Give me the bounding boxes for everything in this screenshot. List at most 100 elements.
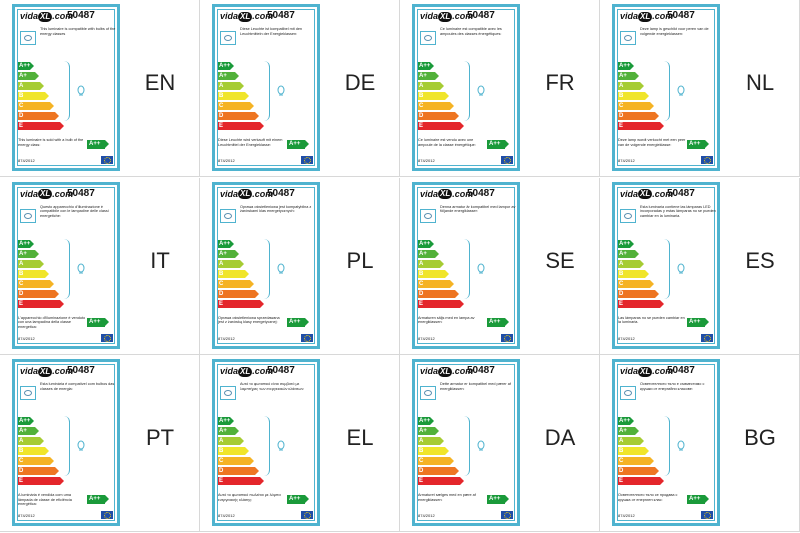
energy-class-bar: D <box>18 112 59 120</box>
vidaxl-logo: vida XL .com <box>20 11 74 22</box>
compatibility-text: Ce luminaire est compatible avec les amp… <box>440 27 502 36</box>
energy-class-bar: C <box>218 102 254 110</box>
energy-class-bar: B <box>418 269 449 278</box>
product-code: 50487 <box>467 187 495 199</box>
regulation-number: 874/2012 <box>218 513 235 518</box>
bulb-icon <box>620 386 636 400</box>
energy-class-bar: E <box>418 477 464 485</box>
compatibility-text: Diese Leuchte ist kompatibel mit den Leu… <box>240 27 303 36</box>
energy-class-bar: C <box>418 102 454 110</box>
energy-class-bar: A++ <box>18 417 34 425</box>
eu-flag-icon <box>101 333 113 342</box>
product-code: 50487 <box>667 365 695 376</box>
energy-class-bar: A+ <box>18 427 39 435</box>
sold-with-text: Las lámparas no se pueden cambiar en la … <box>618 315 685 325</box>
energy-class-bar: E <box>218 122 264 130</box>
energy-class-bar: B <box>618 447 649 455</box>
product-code: 50487 <box>467 365 495 376</box>
regulation-number: 874/2012 <box>218 335 235 341</box>
vidaxl-logo: vida XL .com <box>220 366 274 377</box>
vidaxl-logo: vida XL .com <box>420 11 474 22</box>
energy-class-bar: E <box>18 299 64 308</box>
energy-label: vida XL .com 50487 Осветителното тяло е съ… <box>612 359 720 526</box>
label-cell: vida XL .com 50487 Ce luminaire est compat… <box>400 0 600 177</box>
compatibility-text: Deze lamp is geschikt voor peren van de … <box>640 27 709 36</box>
energy-class-bar: C <box>18 457 54 465</box>
eu-flag-icon <box>101 156 113 164</box>
energy-class-bar: E <box>218 477 264 485</box>
energy-label: vida XL .com 50487 Oprawa oświetleniowa je… <box>212 181 320 349</box>
regulation-number: 874/2012 <box>618 513 635 518</box>
vidaxl-logo: vida XL .com <box>620 366 674 377</box>
label-frame <box>617 186 715 344</box>
energy-class-bar: C <box>418 279 454 288</box>
energy-class-bar: A+ <box>218 427 239 435</box>
lamp-icon <box>77 263 85 273</box>
energy-label: vida XL .com 50487 Questo apparecchio d'il… <box>12 181 120 349</box>
language-code: ES <box>745 247 775 273</box>
energy-class-bar: D <box>218 289 259 298</box>
regulation-number: 874/2012 <box>418 513 435 518</box>
energy-class-bar: C <box>618 457 654 465</box>
energy-label: vida XL .com 50487 Dette armatur er kompat… <box>412 359 520 526</box>
included-bulb-rating: A++ <box>287 317 309 327</box>
vidaxl-logo: vida XL .com <box>220 11 274 22</box>
energy-class-bar: A <box>418 259 444 268</box>
compatibility-text: This luminaire is compatible with bulbs … <box>40 27 116 36</box>
eu-flag-icon <box>101 511 113 519</box>
energy-class-bar: E <box>418 299 464 308</box>
energy-scale: A++ A+ A B C D E <box>218 417 268 487</box>
lamp-icon <box>277 263 285 273</box>
energy-class-bar: D <box>418 112 459 120</box>
vidaxl-logo: vida XL .com <box>220 188 274 200</box>
energy-scale: A++ A+ A B C D E <box>618 62 668 132</box>
label-cell: vida XL .com 50487 Dette armatur er kompat… <box>400 355 600 532</box>
regulation-number: 874/2012 <box>18 513 35 518</box>
sold-with-text: L'apparecchio d'illuminazione è venduto … <box>18 315 86 329</box>
language-code: PL <box>346 247 374 273</box>
energy-label: vida XL .com 50487 Diese Leuchte ist kompa… <box>212 4 320 171</box>
vidaxl-logo: vida XL .com <box>620 188 674 200</box>
energy-class-bar: D <box>218 467 259 475</box>
sold-with-text: Deze lamp wordt verkocht met een peer va… <box>618 138 686 147</box>
eu-flag-icon <box>701 333 713 342</box>
bulb-icon <box>20 386 36 400</box>
included-bulb-rating: A++ <box>687 495 709 504</box>
product-code: 50487 <box>467 10 495 21</box>
label-cell: vida XL .com 50487 Diese Leuchte ist kompa… <box>200 0 400 177</box>
energy-class-bar: B <box>618 269 649 278</box>
product-code: 50487 <box>267 365 295 376</box>
product-code: 50487 <box>67 187 95 199</box>
label-frame <box>217 364 315 521</box>
label-cell: vida XL .com 50487 Αυτό το φωτιστικό είναι… <box>200 355 400 532</box>
bulb-icon <box>220 31 236 45</box>
energy-label: vida XL .com 50487 Ce luminaire est compat… <box>412 4 520 171</box>
energy-class-bar: E <box>218 299 264 308</box>
energy-scale: A++ A+ A B C D E <box>18 62 68 132</box>
bulb-icon <box>220 386 236 400</box>
label-frame <box>217 186 315 344</box>
energy-class-bar: A++ <box>618 239 634 248</box>
energy-class-bar: A <box>418 437 444 445</box>
bulb-icon <box>20 208 36 223</box>
energy-class-bar: B <box>218 92 249 100</box>
range-brace <box>661 416 670 476</box>
compatibility-text: Oprawa oświetleniowa jest kompatybilna z… <box>240 204 312 214</box>
energy-class-bar: A+ <box>18 249 39 258</box>
energy-scale: A++ A+ A B C D E <box>18 239 68 310</box>
label-cell: vida XL .com 50487 Oprawa oświetleniowa je… <box>200 177 400 355</box>
energy-class-bar: C <box>18 279 54 288</box>
energy-class-bar: A++ <box>418 62 434 70</box>
bulb-icon <box>420 208 436 223</box>
energy-class-bar: A+ <box>418 427 439 435</box>
label-frame <box>17 186 115 344</box>
sold-with-text: Осветителното тяло се продава с крушка о… <box>618 493 678 502</box>
bulb-icon <box>420 31 436 45</box>
compatibility-text: Осветителното тяло е съвместимо с крушки… <box>640 382 705 391</box>
eu-flag-icon <box>301 333 313 342</box>
label-frame <box>417 9 515 166</box>
included-bulb-rating: A++ <box>87 317 109 327</box>
regulation-number: 874/2012 <box>18 335 35 341</box>
energy-class-bar: E <box>618 122 664 130</box>
